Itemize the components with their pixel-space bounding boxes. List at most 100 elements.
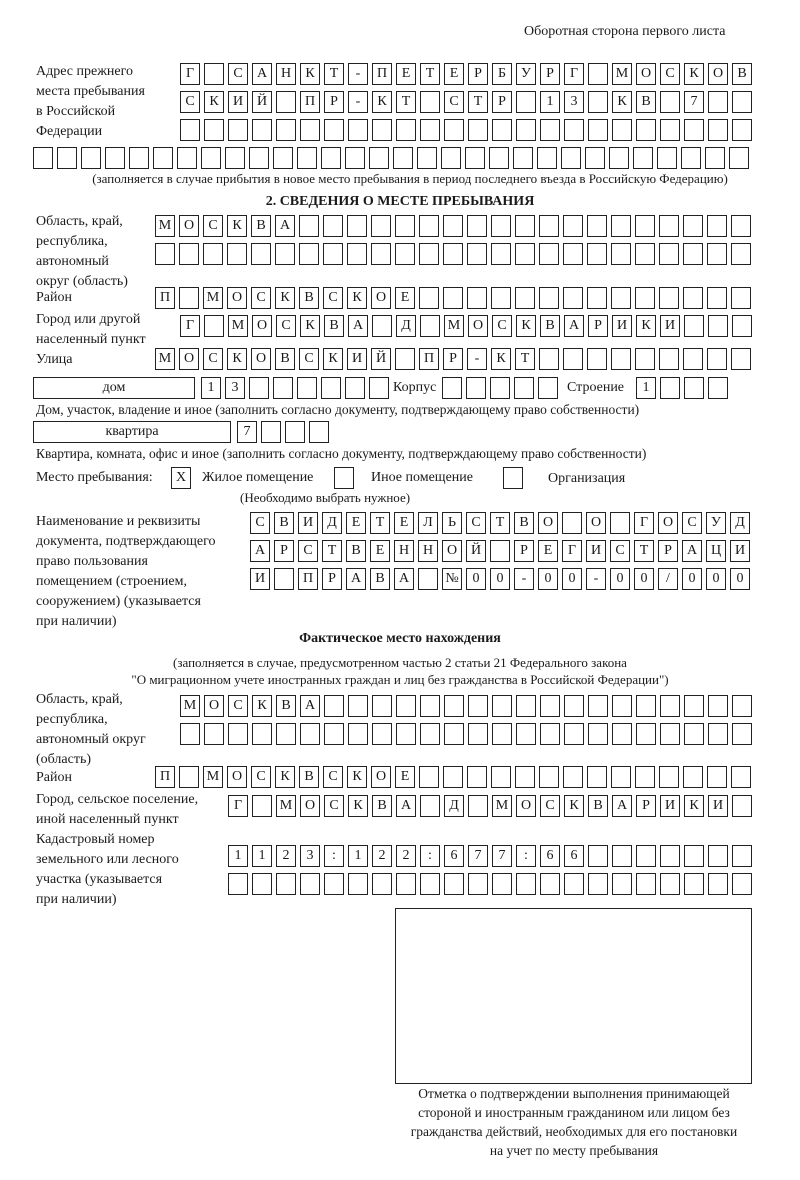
char-cell[interactable]: А: [612, 795, 632, 817]
char-cell[interactable]: [396, 873, 416, 895]
char-cell[interactable]: [153, 147, 173, 169]
char-cell[interactable]: [228, 873, 248, 895]
char-cell[interactable]: [563, 215, 583, 237]
char-cell[interactable]: [684, 377, 704, 399]
char-cell[interactable]: [204, 119, 224, 141]
char-cell[interactable]: [659, 287, 679, 309]
char-cell[interactable]: [708, 119, 728, 141]
char-cell[interactable]: [420, 723, 440, 745]
char-cell[interactable]: И: [347, 348, 367, 370]
char-cell[interactable]: [563, 766, 583, 788]
char-cell[interactable]: [612, 119, 632, 141]
char-cell[interactable]: О: [516, 795, 536, 817]
char-cell[interactable]: [636, 723, 656, 745]
char-cell[interactable]: В: [274, 512, 294, 534]
char-cell[interactable]: [441, 147, 461, 169]
char-cell[interactable]: [635, 348, 655, 370]
char-cell[interactable]: [492, 873, 512, 895]
char-cell[interactable]: В: [372, 795, 392, 817]
char-cell[interactable]: [372, 695, 392, 717]
char-cell[interactable]: [490, 377, 510, 399]
char-cell[interactable]: [204, 723, 224, 745]
char-cell[interactable]: С: [276, 315, 296, 337]
char-cell[interactable]: [707, 287, 727, 309]
char-cell[interactable]: :: [324, 845, 344, 867]
char-cell[interactable]: [708, 873, 728, 895]
char-cell[interactable]: [324, 723, 344, 745]
char-cell[interactable]: [417, 147, 437, 169]
char-cell[interactable]: О: [179, 215, 199, 237]
char-cell[interactable]: К: [323, 348, 343, 370]
char-cell[interactable]: К: [275, 287, 295, 309]
char-cell[interactable]: [467, 243, 487, 265]
char-cell[interactable]: [347, 215, 367, 237]
char-cell[interactable]: [443, 243, 463, 265]
char-cell[interactable]: [300, 723, 320, 745]
char-cell[interactable]: Р: [588, 315, 608, 337]
char-cell[interactable]: 1: [348, 845, 368, 867]
char-cell[interactable]: [204, 315, 224, 337]
char-cell[interactable]: Т: [324, 63, 344, 85]
char-cell[interactable]: [514, 377, 534, 399]
char-cell[interactable]: [516, 695, 536, 717]
char-cell[interactable]: [273, 147, 293, 169]
char-cell[interactable]: К: [372, 91, 392, 113]
char-cell[interactable]: [261, 421, 281, 443]
char-cell[interactable]: 2: [396, 845, 416, 867]
char-cell[interactable]: Г: [634, 512, 654, 534]
char-cell[interactable]: 3: [564, 91, 584, 113]
char-cell[interactable]: [252, 873, 272, 895]
char-cell[interactable]: Д: [396, 315, 416, 337]
char-cell[interactable]: [372, 723, 392, 745]
char-cell[interactable]: [708, 845, 728, 867]
char-cell[interactable]: [537, 147, 557, 169]
char-cell[interactable]: И: [730, 540, 750, 562]
char-cell[interactable]: А: [396, 795, 416, 817]
char-cell[interactable]: Р: [492, 91, 512, 113]
char-cell[interactable]: 7: [237, 421, 257, 443]
char-cell[interactable]: 1: [636, 377, 656, 399]
char-cell[interactable]: [444, 119, 464, 141]
char-cell[interactable]: [468, 119, 488, 141]
char-cell[interactable]: [612, 845, 632, 867]
char-cell[interactable]: [684, 695, 704, 717]
char-cell[interactable]: [420, 873, 440, 895]
char-cell[interactable]: Ь: [442, 512, 462, 534]
char-cell[interactable]: Ц: [706, 540, 726, 562]
char-cell[interactable]: П: [372, 63, 392, 85]
char-cell[interactable]: М: [203, 766, 223, 788]
char-cell[interactable]: С: [444, 91, 464, 113]
char-cell[interactable]: 7: [468, 845, 488, 867]
char-cell[interactable]: 1: [201, 377, 221, 399]
char-cell[interactable]: [468, 695, 488, 717]
char-cell[interactable]: [540, 723, 560, 745]
char-cell[interactable]: 6: [444, 845, 464, 867]
char-cell[interactable]: [490, 540, 510, 562]
char-cell[interactable]: [252, 795, 272, 817]
char-cell[interactable]: -: [348, 63, 368, 85]
char-cell[interactable]: [395, 243, 415, 265]
char-cell[interactable]: [635, 287, 655, 309]
char-cell[interactable]: Р: [274, 540, 294, 562]
char-cell[interactable]: А: [682, 540, 702, 562]
char-cell[interactable]: [540, 873, 560, 895]
char-cell[interactable]: С: [228, 695, 248, 717]
char-cell[interactable]: П: [298, 568, 318, 590]
char-cell[interactable]: К: [491, 348, 511, 370]
char-cell[interactable]: А: [300, 695, 320, 717]
char-cell[interactable]: [372, 315, 392, 337]
char-cell[interactable]: [372, 873, 392, 895]
char-cell[interactable]: [563, 287, 583, 309]
char-cell[interactable]: А: [394, 568, 414, 590]
char-cell[interactable]: [732, 91, 752, 113]
char-cell[interactable]: О: [371, 766, 391, 788]
char-cell[interactable]: Р: [514, 540, 534, 562]
char-cell[interactable]: 1: [228, 845, 248, 867]
char-cell[interactable]: [587, 348, 607, 370]
char-cell[interactable]: Е: [538, 540, 558, 562]
char-cell[interactable]: 3: [300, 845, 320, 867]
char-cell[interactable]: Р: [324, 91, 344, 113]
